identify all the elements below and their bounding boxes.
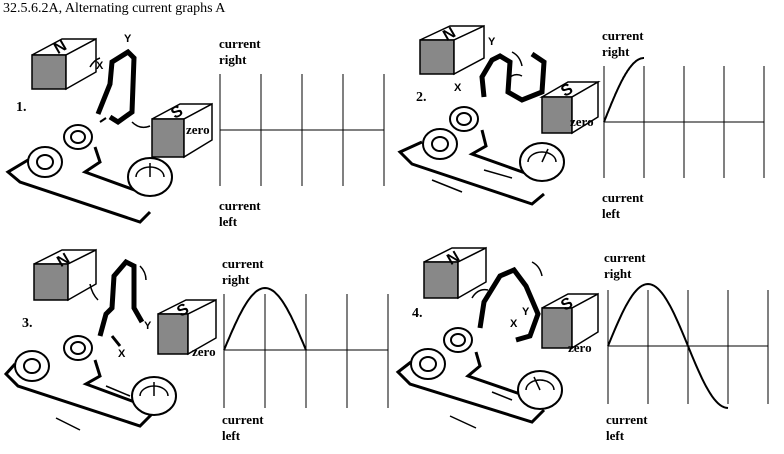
current-graph bbox=[223, 286, 389, 408]
current-curve bbox=[603, 57, 644, 123]
south-magnet bbox=[541, 292, 599, 350]
page-title: 32.5.6.2A, Alternating current graphs A bbox=[3, 1, 226, 16]
panel-number: 2. bbox=[416, 90, 427, 105]
current-graph bbox=[603, 57, 765, 178]
generator-illustration bbox=[397, 24, 601, 206]
north-magnet bbox=[423, 246, 487, 300]
x-label: X bbox=[454, 82, 462, 94]
x-label: X bbox=[118, 348, 126, 360]
current-graph bbox=[219, 74, 385, 186]
north-magnet bbox=[419, 24, 485, 76]
axis-bottom-label: current left bbox=[602, 190, 644, 221]
south-magnet bbox=[157, 298, 217, 356]
current-curve bbox=[607, 282, 729, 409]
panel-4: N S X Y 4. current right zero current left bbox=[392, 236, 784, 454]
ammeter bbox=[131, 376, 177, 416]
panel-number: 4. bbox=[412, 306, 423, 321]
y-label: Y bbox=[488, 36, 496, 48]
axis-top-label: current right bbox=[219, 36, 261, 67]
current-curve bbox=[223, 286, 307, 351]
axis-bottom-label: current left bbox=[219, 198, 261, 229]
generator-illustration bbox=[395, 246, 599, 429]
south-magnet bbox=[151, 102, 213, 159]
axis-top-label: current right bbox=[604, 250, 646, 281]
north-magnet bbox=[33, 248, 97, 302]
axis-bottom-label: current left bbox=[222, 412, 264, 443]
ammeter bbox=[517, 370, 563, 410]
x-label: X bbox=[510, 318, 518, 330]
y-label: Y bbox=[522, 306, 530, 318]
ammeter bbox=[127, 157, 173, 197]
axis-zero-label: zero bbox=[568, 340, 592, 355]
panel-number: 1. bbox=[16, 100, 27, 115]
panel-number: 3. bbox=[22, 316, 33, 331]
current-graph bbox=[607, 282, 769, 409]
axis-zero-label: zero bbox=[570, 114, 594, 129]
y-label: Y bbox=[124, 33, 132, 45]
axis-top-label: current right bbox=[602, 28, 644, 59]
panel-1: N S X Y 1. current right zero current left bbox=[0, 22, 392, 234]
axis-zero-label: zero bbox=[192, 344, 216, 359]
panel-3: N S X Y 3. current right zero current left bbox=[0, 236, 392, 454]
generator-illustration bbox=[3, 248, 217, 431]
x-label: X bbox=[96, 60, 104, 72]
axis-zero-label: zero bbox=[186, 122, 210, 137]
axis-bottom-label: current left bbox=[606, 412, 648, 443]
south-magnet bbox=[539, 80, 601, 135]
y-label: Y bbox=[144, 320, 152, 332]
ammeter bbox=[519, 142, 565, 182]
panel-2: N S X Y 2. current right zero current left bbox=[392, 22, 784, 234]
generator-illustration bbox=[5, 37, 213, 224]
north-magnet bbox=[31, 37, 97, 91]
axis-top-label: current right bbox=[222, 256, 264, 287]
